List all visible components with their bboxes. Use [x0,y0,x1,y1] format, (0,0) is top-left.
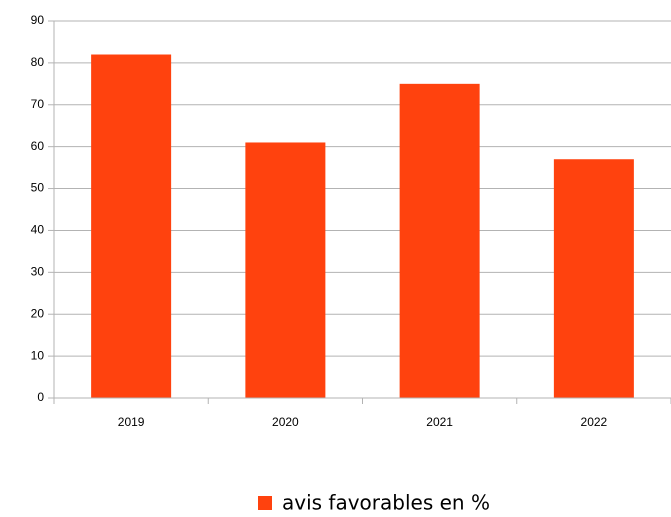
y-tick-label: 50 [31,181,45,195]
y-tick-label: 0 [37,390,44,404]
y-tick-label: 60 [31,139,45,153]
legend-label: avis favorables en % [282,491,490,515]
x-tick-label: 2022 [581,415,608,429]
x-tick-label: 2021 [426,415,453,429]
x-tick-label: 2019 [118,415,145,429]
y-tick-label: 80 [31,55,45,69]
y-tick-label: 20 [31,306,45,320]
y-tick-label: 40 [31,223,45,237]
bar [245,142,326,398]
bar [91,54,172,399]
y-tick-label: 90 [31,13,45,27]
y-tick-label: 30 [31,265,45,279]
bar [553,159,634,398]
legend-swatch [258,496,272,510]
y-tick-label: 70 [31,97,45,111]
x-tick-label: 2020 [272,415,299,429]
y-tick-label: 10 [31,348,45,362]
bar [399,83,480,398]
